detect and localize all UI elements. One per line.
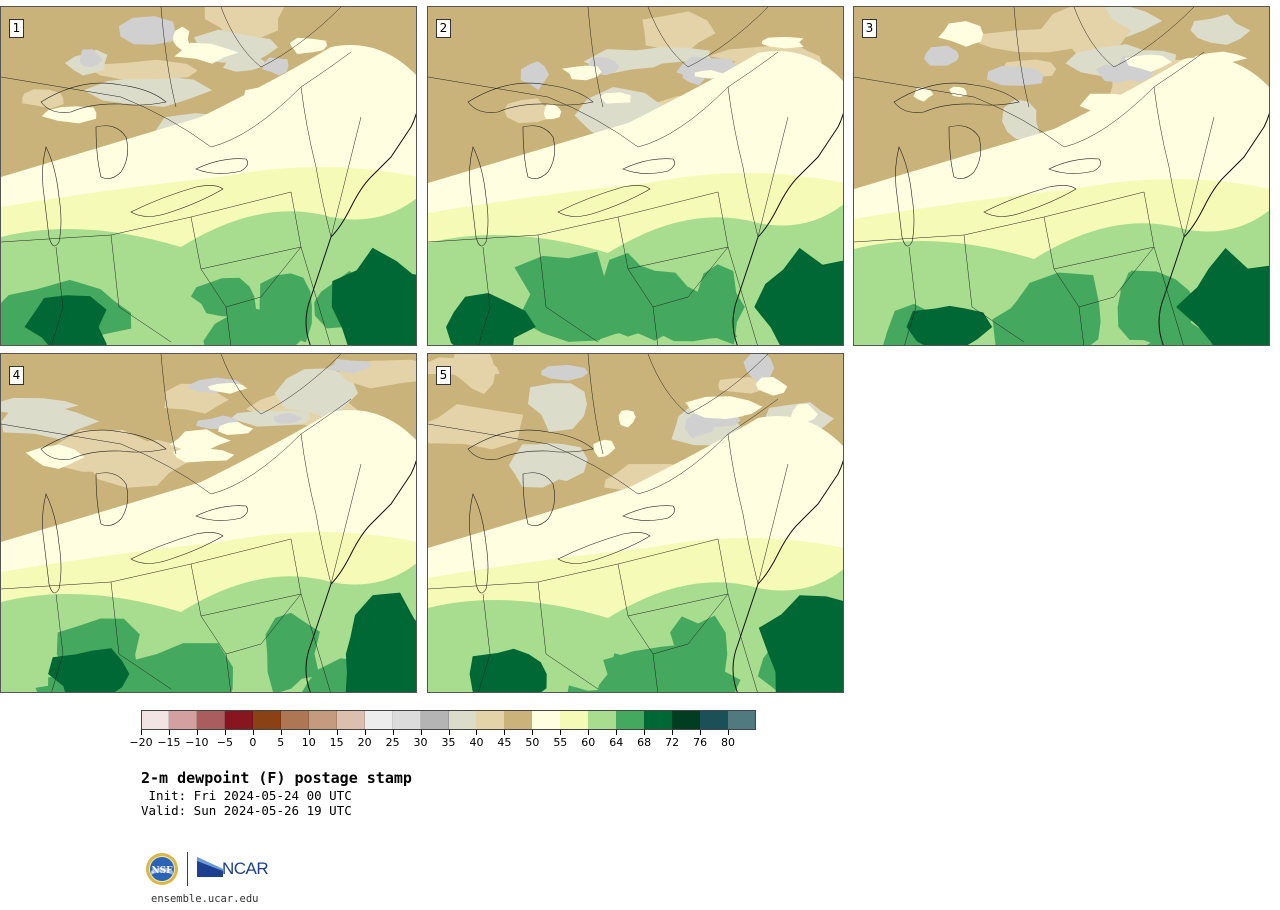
- colorbar-tick-label: 15: [329, 736, 344, 749]
- colorbar-tick-label: 80: [721, 736, 736, 749]
- dewpoint-map: [428, 7, 843, 345]
- logo-divider: [187, 852, 188, 886]
- colorbar-tick-label: 68: [637, 736, 652, 749]
- nsf-logo-text: NSF: [151, 866, 173, 876]
- colorbar-swatch: [532, 710, 561, 730]
- colorbar-tick-label: 35: [441, 736, 456, 749]
- colorbar-tick-label: 76: [693, 736, 708, 749]
- colorbar-tick-label: 60: [581, 736, 596, 749]
- colorbar-swatch: [504, 710, 533, 730]
- colorbar-tick: [392, 730, 394, 735]
- colorbar-swatch: [364, 710, 394, 730]
- colorbar-tick-label: 25: [385, 736, 400, 749]
- colorbar-swatch: [728, 710, 757, 730]
- colorbar-tick: [280, 730, 282, 735]
- dewpoint-map: [428, 354, 843, 692]
- colorbar-tick: [616, 730, 618, 735]
- colorbar-tick-label: 10: [301, 736, 316, 749]
- colorbar-swatch: [141, 710, 170, 730]
- colorbar-tick: [728, 730, 730, 735]
- title-block: 2-m dewpoint (F) postage stamp Init: Fri…: [141, 769, 412, 818]
- colorbar-tick-label: 0: [249, 736, 257, 749]
- member-panel-1: 1: [0, 6, 417, 346]
- colorbar-tick: [644, 730, 646, 735]
- colorbar-tick: [168, 730, 170, 735]
- colorbar-swatch: [308, 710, 338, 730]
- ncar-logo-icon: [197, 857, 223, 877]
- member-number-label: 1: [9, 19, 24, 38]
- colorbar-swatch: [700, 710, 729, 730]
- colorbar-tick: [364, 730, 366, 735]
- colorbar-tick: [448, 730, 450, 735]
- colorbar-tick: [196, 730, 198, 735]
- colorbar-tick: [532, 730, 534, 735]
- colorbar-tick-label: −15: [157, 736, 181, 749]
- colorbar-swatch: [280, 710, 310, 730]
- colorbar-tick: [308, 730, 310, 735]
- colorbar-swatch: [476, 710, 505, 730]
- dewpoint-map: [854, 7, 1269, 345]
- dewpoint-map: [1, 7, 416, 345]
- colorbar-tick: [224, 730, 226, 735]
- colorbar-swatch: [224, 710, 254, 730]
- ncar-logo-text: NCAR: [222, 859, 269, 878]
- colorbar-swatch: [168, 710, 198, 730]
- colorbar-swatch: [420, 710, 449, 730]
- colorbar-tick-label: 40: [469, 736, 484, 749]
- colorbar-tick: [700, 730, 702, 735]
- colorbar-tick: [588, 730, 590, 735]
- colorbar-tick-label: 72: [665, 736, 680, 749]
- member-number-label: 3: [862, 19, 877, 38]
- colorbar-swatch: [196, 710, 226, 730]
- colorbar-tick-label: 30: [413, 736, 428, 749]
- colorbar-tick-label: −5: [216, 736, 233, 749]
- dewpoint-colorbar: [141, 710, 757, 730]
- member-panel-4: 4: [0, 353, 417, 693]
- member-panel-5: 5: [427, 353, 844, 693]
- member-number-label: 5: [436, 366, 451, 385]
- colorbar-swatch: [448, 710, 477, 730]
- member-number-label: 2: [436, 19, 451, 38]
- colorbar-tick: [336, 730, 338, 735]
- init-time: Init: Fri 2024-05-24 00 UTC: [141, 788, 352, 803]
- valid-time: Valid: Sun 2024-05-26 19 UTC: [141, 803, 352, 818]
- colorbar-tick-label: 64: [609, 736, 624, 749]
- colorbar-tick-label: 55: [553, 736, 568, 749]
- colorbar-tick-label: −10: [185, 736, 209, 749]
- colorbar-swatch: [672, 710, 701, 730]
- colorbar-tick: [504, 730, 506, 735]
- colorbar-tick-label: 20: [357, 736, 372, 749]
- member-panel-3: 3: [853, 6, 1270, 346]
- dewpoint-map: [1, 354, 416, 692]
- colorbar-swatch: [588, 710, 617, 730]
- colorbar-tick-label: −20: [129, 736, 153, 749]
- colorbar-swatch: [336, 710, 366, 730]
- colorbar-swatch: [252, 710, 282, 730]
- member-number-label: 4: [9, 366, 24, 385]
- colorbar-swatch: [644, 710, 673, 730]
- colorbar-swatch: [392, 710, 422, 730]
- colorbar-tick: [476, 730, 478, 735]
- colorbar-tick: [141, 730, 142, 735]
- member-panel-2: 2: [427, 6, 844, 346]
- colorbar-tick: [252, 730, 254, 735]
- website-url: ensemble.ucar.edu: [151, 893, 259, 905]
- colorbar-tick: [560, 730, 562, 735]
- colorbar-swatch: [616, 710, 645, 730]
- colorbar-tick: [420, 730, 422, 735]
- colorbar-tick-label: 45: [497, 736, 512, 749]
- colorbar-swatch: [560, 710, 589, 730]
- colorbar-tick-label: 50: [525, 736, 540, 749]
- plot-title: 2-m dewpoint (F) postage stamp: [141, 769, 412, 787]
- colorbar-tick-label: 5: [277, 736, 285, 749]
- colorbar-tick: [672, 730, 674, 735]
- nsf-logo-icon: NSF: [146, 853, 178, 885]
